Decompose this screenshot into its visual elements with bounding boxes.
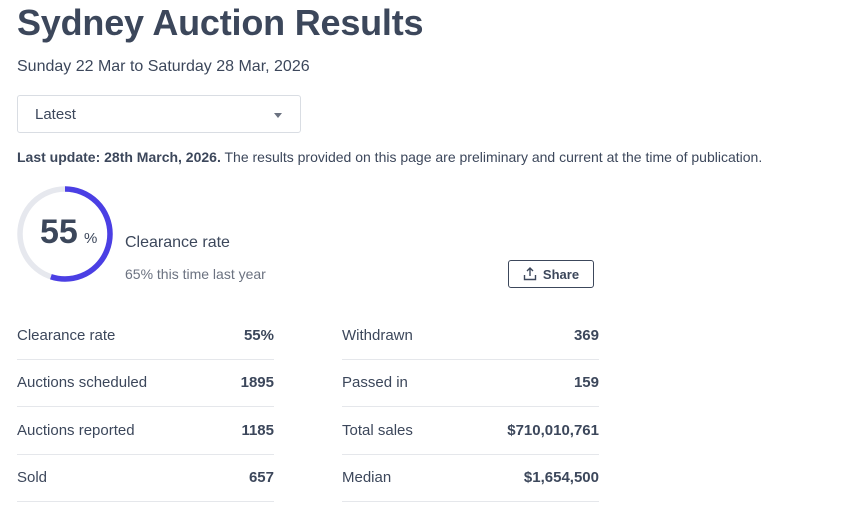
- stat-row: Withdrawn 369: [342, 312, 599, 360]
- stat-row: Auctions reported 1185: [17, 407, 274, 455]
- stat-label: Auctions scheduled: [17, 374, 148, 392]
- clearance-rate-label: Clearance rate: [125, 234, 230, 251]
- update-disclaimer: The results provided on this page are pr…: [220, 149, 763, 165]
- stat-label: Withdrawn: [342, 326, 413, 344]
- clearance-rate-unit: %: [84, 230, 98, 247]
- period-select-value: Latest: [35, 106, 76, 123]
- stat-row: Clearance rate 55%: [17, 312, 274, 360]
- update-notice: Last update: 28th March, 2026. The resul…: [17, 149, 762, 165]
- date-range: Sunday 22 Mar to Saturday 28 Mar, 2026: [17, 58, 310, 75]
- stat-value: 369: [573, 326, 599, 344]
- stat-row: Passed in 159: [342, 360, 599, 407]
- stat-row: Median $1,654,500: [342, 455, 599, 502]
- share-icon: [523, 267, 537, 281]
- stat-value: 1185: [241, 421, 274, 439]
- stat-label: Passed in: [342, 374, 408, 392]
- stat-value: 657: [248, 469, 274, 487]
- clearance-rate-ring: [17, 186, 113, 282]
- stat-label: Clearance rate: [17, 326, 116, 344]
- stat-row: Sold 657: [17, 455, 274, 502]
- stat-value: 1895: [240, 374, 274, 392]
- period-select[interactable]: Latest: [17, 95, 301, 133]
- stat-label: Auctions reported: [17, 421, 135, 439]
- chevron-down-icon: [274, 113, 282, 118]
- share-label: Share: [542, 266, 580, 282]
- stat-label: Median: [342, 469, 392, 487]
- stat-value: 159: [573, 374, 599, 392]
- clearance-rate-last-year: 65% this time last year: [125, 266, 266, 282]
- stats-table-right: Withdrawn 369 Passed in 159 Total sales $71…: [342, 312, 599, 502]
- stat-label: Total sales: [342, 421, 413, 439]
- stats-table-left: Clearance rate 55% Auctions scheduled 1895…: [17, 312, 274, 502]
- share-button[interactable]: Share: [508, 260, 594, 288]
- stat-row: Total sales $710,010,761: [342, 407, 599, 455]
- clearance-rate-value: 55: [40, 213, 78, 251]
- page-title: Sydney Auction Results: [17, 2, 424, 43]
- stat-value: $1,654,500: [523, 469, 599, 487]
- stat-row: Auctions scheduled 1895: [17, 360, 274, 407]
- last-update-date: Last update: 28th March, 2026.: [17, 149, 221, 165]
- stat-value: $710,010,761: [507, 421, 599, 439]
- stat-label: Sold: [17, 469, 48, 487]
- stat-value: 55%: [243, 326, 274, 344]
